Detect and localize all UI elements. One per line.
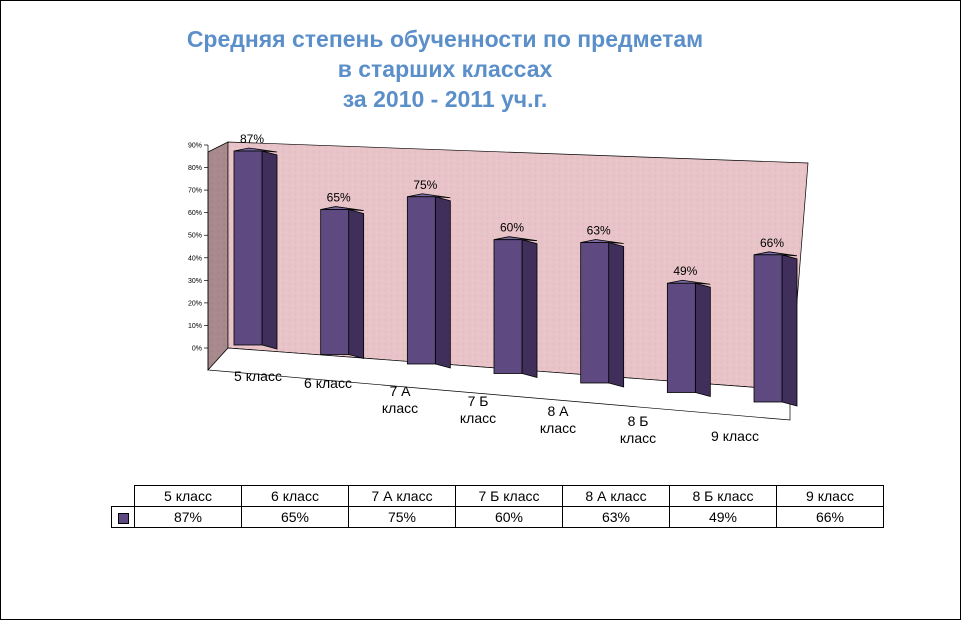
chart-title-line: Средняя степень обученности по предметам bbox=[186, 26, 704, 52]
legend-key-cell bbox=[111, 506, 135, 528]
chart-title: Средняя степень обученности по предметам… bbox=[100, 24, 790, 114]
bar bbox=[753, 251, 798, 407]
x-tick-label: 9 класс bbox=[711, 428, 759, 444]
bar-value-label: 63% bbox=[587, 224, 611, 238]
y-tick-label: 20% bbox=[188, 300, 202, 307]
bar bbox=[666, 279, 711, 398]
bar-value-label: 49% bbox=[673, 264, 697, 278]
y-tick-label: 50% bbox=[188, 233, 202, 240]
x-tick-label-line: 7 Б bbox=[468, 393, 489, 409]
bar bbox=[233, 147, 278, 350]
bar-value-label: 65% bbox=[327, 191, 351, 205]
bar-front bbox=[320, 209, 350, 355]
y-tick-label: 40% bbox=[188, 255, 202, 262]
x-tick-label-line: 8 А bbox=[547, 403, 569, 419]
x-tick-label-line: 6 класс bbox=[304, 375, 352, 391]
legend-key bbox=[117, 512, 129, 524]
x-tick-label-line: класс bbox=[382, 400, 418, 416]
table-header-cell: 7 Б класс bbox=[455, 485, 563, 507]
bar-side bbox=[694, 282, 711, 398]
bar-value-label: 87% bbox=[240, 132, 264, 146]
x-tick-label-line: класс bbox=[620, 430, 656, 446]
table-header-row: 5 класс 6 класс 7 А класс 7 Б класс 8 А … bbox=[112, 485, 884, 507]
table-header-cell: 9 класс bbox=[776, 485, 884, 507]
table-header-cell: 8 Б класс bbox=[669, 485, 777, 507]
table-value-cell: 87% bbox=[134, 506, 242, 528]
table-value-cell: 63% bbox=[562, 506, 670, 528]
table-header-cell: 7 А класс bbox=[348, 485, 456, 507]
bar bbox=[406, 193, 451, 369]
bar-side bbox=[521, 239, 538, 379]
chart-title-line: в старших классах bbox=[337, 56, 553, 82]
y-tick-label: 10% bbox=[188, 323, 202, 330]
table-value-cell: 75% bbox=[348, 506, 456, 528]
bar-front bbox=[233, 150, 263, 346]
table-header-cell: 5 класс bbox=[134, 485, 242, 507]
table-header-cell: 6 класс bbox=[241, 485, 349, 507]
table-value-cell: 65% bbox=[241, 506, 349, 528]
table-value-cell: 60% bbox=[455, 506, 563, 528]
table-value-cell: 66% bbox=[776, 506, 884, 528]
bar-value-label: 60% bbox=[500, 221, 524, 235]
bar-side bbox=[434, 196, 451, 369]
bar bbox=[493, 236, 538, 379]
bar-chart-3d: 0% 10% 20% 30% 40% 50% 60% 70% 80% 90% 87% 65% 75% 6… bbox=[188, 132, 809, 446]
bar bbox=[320, 206, 365, 360]
side-wall bbox=[207, 141, 229, 371]
chart-title-line: за 2010 - 2011 уч.г. bbox=[342, 86, 548, 112]
x-tick-label-line: 5 класс bbox=[234, 368, 282, 384]
y-tick-label: 90% bbox=[188, 143, 202, 150]
y-tick-label: 60% bbox=[188, 210, 202, 217]
bar-value-label: 66% bbox=[760, 236, 784, 250]
bar-front bbox=[753, 254, 783, 403]
bar-side bbox=[261, 150, 278, 350]
data-table: 5 класс 6 класс 7 А класс 7 Б класс 8 А … bbox=[111, 485, 884, 528]
table-value-cell: 49% bbox=[669, 506, 777, 528]
bar-front bbox=[666, 282, 696, 393]
y-tick-label: 30% bbox=[188, 278, 202, 285]
bar-side bbox=[348, 209, 365, 360]
y-tick-label: 70% bbox=[188, 188, 202, 195]
bar-value-label: 75% bbox=[413, 178, 437, 192]
bar-front bbox=[493, 239, 523, 374]
table-row: 87% 65% 75% 60% 63% 49% 66% bbox=[111, 506, 884, 528]
bar bbox=[580, 239, 625, 388]
x-tick-label-line: 7 А bbox=[389, 383, 411, 399]
x-tick-label: 5 класс bbox=[234, 368, 282, 384]
bar-front bbox=[580, 242, 610, 384]
x-tick-label: 6 класс bbox=[304, 375, 352, 391]
bar-side bbox=[781, 254, 798, 407]
table-corner-cell bbox=[112, 486, 135, 507]
x-tick-label-line: 9 класс bbox=[711, 428, 759, 444]
y-tick-label: 80% bbox=[188, 165, 202, 172]
table-header-cell: 8 А класс bbox=[562, 485, 670, 507]
bar-front bbox=[406, 196, 436, 365]
x-tick-label-line: 8 Б bbox=[628, 413, 649, 429]
bar-side bbox=[608, 241, 625, 388]
x-tick-label-line: класс bbox=[540, 420, 576, 436]
x-tick-label-line: класс bbox=[460, 410, 496, 426]
y-tick-label: 0% bbox=[192, 346, 202, 353]
